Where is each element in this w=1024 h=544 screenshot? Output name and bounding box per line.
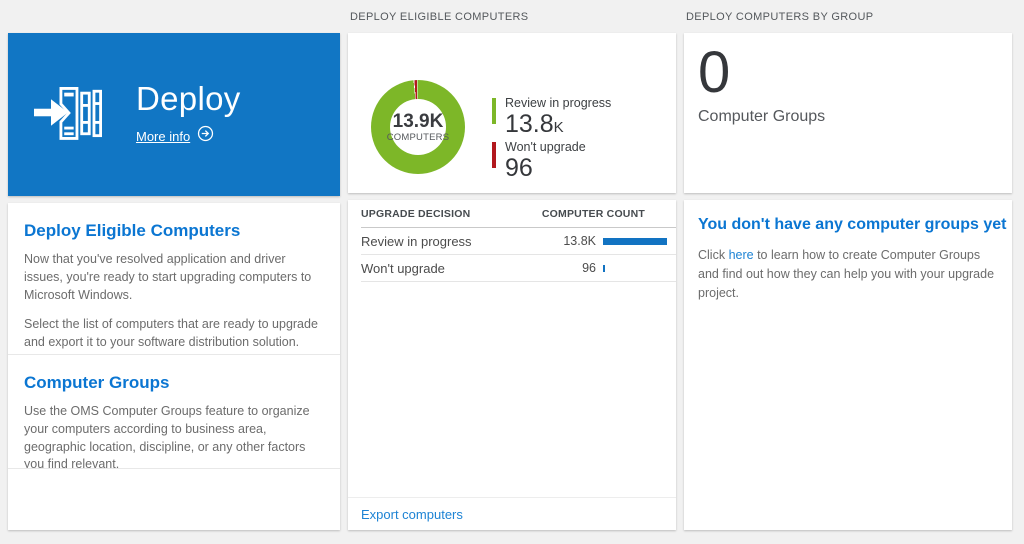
section-empty: [8, 469, 340, 530]
column-deploy-computers-by-group: DEPLOY COMPUTERS BY GROUP 0 Computer Gro…: [684, 0, 1012, 544]
computer-groups-stat-card[interactable]: 0 Computer Groups: [684, 33, 1012, 193]
row-bar-track: [603, 264, 667, 272]
deploy-info-card: Deploy Eligible Computers Now that you'v…: [8, 203, 340, 530]
more-info-link[interactable]: More info: [136, 128, 191, 144]
legend-label: Won't upgrade: [505, 140, 586, 155]
legend-swatch-green: [492, 98, 496, 124]
donut-center: 13.9K COMPUTERS: [387, 99, 449, 155]
here-link[interactable]: here: [728, 248, 754, 262]
column-header-upgrade-decision: UPGRADE DECISION: [361, 207, 471, 220]
table-footer: Export computers: [348, 497, 676, 530]
table-row[interactable]: Won't upgrade 96: [361, 255, 676, 282]
empty-state-text: Click here to learn how to create Comput…: [698, 248, 995, 300]
tile-title: Deploy: [136, 80, 241, 117]
legend-value: 96: [505, 154, 533, 183]
section-paragraph: Use the OMS Computer Groups feature to o…: [24, 404, 310, 469]
donut-total-value: 13.9K: [392, 110, 444, 132]
section-deploy-eligible-computers: Deploy Eligible Computers Now that you'v…: [8, 203, 340, 355]
legend-value: 13.8K: [505, 110, 564, 138]
row-bar: [603, 264, 605, 272]
eligible-computers-chart-card: 13.9K COMPUTERS Review in progress 13.8K…: [348, 33, 676, 193]
computer-groups-empty-state-card: You don't have any computer groups yet C…: [684, 200, 1012, 530]
row-decision: Won't upgrade: [361, 260, 445, 276]
computer-groups-count: 0: [698, 40, 731, 105]
donut-chart[interactable]: 13.9K COMPUTERS: [371, 80, 465, 174]
legend-label: Review in progress: [505, 96, 612, 110]
column-deploy: Deploy More info Deploy Eligible Compute…: [8, 0, 340, 544]
chart-legend: Review in progress 13.8K Won't upgrade 9…: [492, 96, 611, 185]
table-row[interactable]: Review in progress 13.8K: [361, 228, 676, 255]
legend-swatch-red: [492, 142, 496, 169]
row-bar: [603, 237, 667, 245]
legend-item-wont-upgrade: Won't upgrade 96: [492, 140, 611, 181]
section-heading: Deploy Eligible Computers: [24, 221, 241, 240]
row-count: 96: [582, 261, 596, 275]
arrow-circle-icon[interactable]: [197, 125, 214, 147]
computer-groups-label: Computer Groups: [698, 107, 826, 125]
export-computers-link[interactable]: Export computers: [361, 506, 463, 522]
section-paragraph: Now that you've resolved application and…: [24, 252, 312, 302]
section-paragraph: Select the list of computers that are re…: [24, 317, 318, 349]
row-decision: Review in progress: [361, 233, 472, 249]
deploy-arrow-stack-icon: [34, 84, 102, 146]
section-heading: Computer Groups: [24, 373, 170, 392]
legend-item-review-in-progress: Review in progress 13.8K: [492, 96, 611, 137]
column-header-eligible-computers: DEPLOY ELIGIBLE COMPUTERS: [350, 10, 529, 23]
empty-state-heading: You don't have any computer groups yet: [698, 216, 1007, 233]
column-deploy-eligible-computers: DEPLOY ELIGIBLE COMPUTERS 13.9K COMPUTER…: [348, 0, 676, 544]
column-header-computers-by-group: DEPLOY COMPUTERS BY GROUP: [686, 10, 874, 23]
row-bar-track: [603, 237, 667, 245]
upgrade-decision-table-card: UPGRADE DECISION COMPUTER COUNT Review i…: [348, 200, 676, 530]
section-computer-groups: Computer Groups Use the OMS Computer Gro…: [8, 355, 340, 469]
column-header-computer-count: COMPUTER COUNT: [541, 207, 645, 220]
row-count: 13.8K: [563, 234, 596, 248]
deploy-tile-body: Deploy More info: [136, 82, 241, 147]
donut-total-label: COMPUTERS: [386, 132, 450, 144]
deploy-tile[interactable]: Deploy More info: [8, 33, 340, 196]
table-header-row: UPGRADE DECISION COMPUTER COUNT: [361, 200, 676, 228]
